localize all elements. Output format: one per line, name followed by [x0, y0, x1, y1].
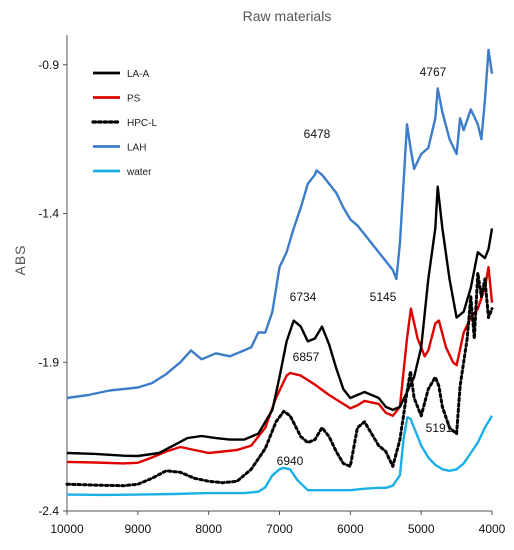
peak-label: 5191: [426, 421, 453, 435]
y-tick-label: -1.9: [38, 355, 59, 369]
peak-label: 6478: [304, 127, 331, 141]
series-line-water: [66, 415, 494, 497]
peak-label: 4767: [420, 65, 447, 79]
chart-title: Raw materials: [243, 8, 332, 24]
peak-annotations: 4767 6478 6734 5145 6857 5191 6940: [277, 65, 453, 468]
y-tick-label: -0.9: [38, 58, 59, 72]
x-tick-label: 7000: [266, 522, 293, 536]
x-tick-label: 6000: [337, 522, 364, 536]
series-line-la-a: [66, 185, 494, 458]
series-line-hpc-l: [65, 271, 494, 488]
x-tick-label: 4000: [479, 522, 506, 536]
legend: LA-A PS HPC-L LAH water: [91, 69, 157, 178]
x-tick-label: 8000: [195, 522, 222, 536]
axes: 10000 9000 8000 7000 6000 5000 4000 -0.9 -1.4 -1.…: [38, 35, 506, 536]
series-layer: [65, 48, 494, 497]
legend-label: LAH: [127, 143, 146, 154]
legend-label: LA-A: [127, 69, 150, 80]
x-tick-label: 10000: [50, 522, 84, 536]
peak-label: 6940: [277, 454, 304, 468]
legend-label: PS: [127, 94, 141, 105]
y-tick-label: -1.4: [38, 207, 59, 221]
legend-label: HPC-L: [127, 118, 157, 129]
series-line-ps: [66, 265, 494, 465]
legend-label: water: [126, 167, 152, 178]
y-tick-label: -2.4: [38, 504, 59, 518]
peak-label: 6734: [290, 290, 317, 304]
x-tick-label: 9000: [124, 522, 151, 536]
peak-label: 5145: [370, 290, 397, 304]
peak-label: 6857: [293, 350, 320, 364]
series-line-lah: [66, 48, 494, 400]
y-axis-label: ABS: [12, 244, 28, 275]
x-tick-label: 5000: [408, 522, 435, 536]
